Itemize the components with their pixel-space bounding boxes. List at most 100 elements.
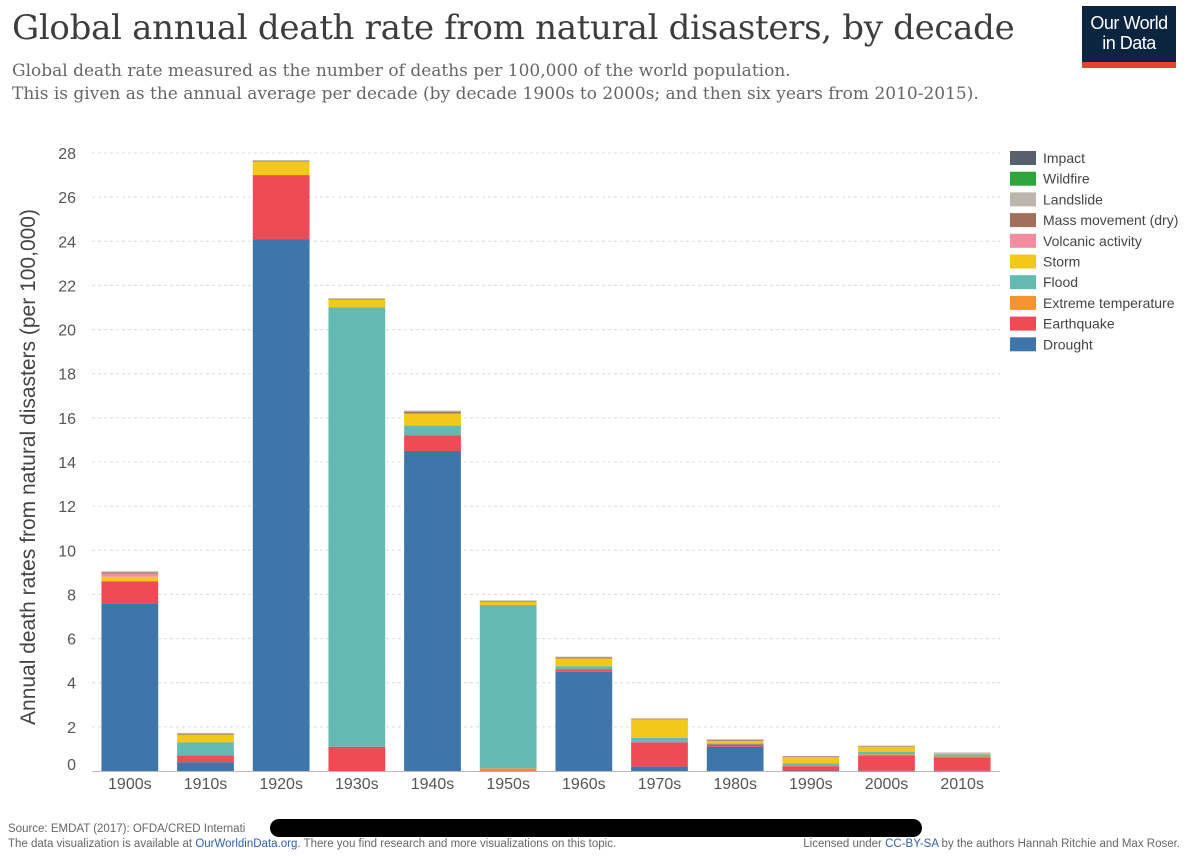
bar-1960s-landslide[interactable]	[555, 656, 613, 658]
bar-1990s-drought[interactable]	[782, 770, 840, 772]
bar-1930s-storm[interactable]	[328, 299, 386, 308]
bar-1910s-storm[interactable]	[177, 734, 234, 743]
bar-2010s-drought[interactable]	[933, 770, 991, 772]
footer-license: Licensed under CC-BY-SA by the authors H…	[803, 838, 1180, 850]
bar-1980s-mass-movement-dry[interactable]	[706, 739, 764, 741]
bar-1990s-extreme-temperature[interactable]	[782, 765, 840, 767]
bar-2000s-extreme-temperature[interactable]	[858, 754, 915, 756]
bar-1990s-landslide[interactable]	[782, 755, 840, 757]
bar-1990s-storm[interactable]	[782, 756, 840, 764]
redaction-bar	[270, 819, 922, 837]
bar-1950s-landslide[interactable]	[479, 600, 537, 602]
bar-1980s-storm[interactable]	[706, 741, 764, 744]
legend-label-volcanic-activity[interactable]: Volcanic activity	[1043, 233, 1142, 249]
legend-label-landslide[interactable]: Landslide	[1043, 191, 1103, 207]
bar-2000s-storm[interactable]	[858, 746, 915, 753]
legend-swatch-landslide	[1010, 192, 1036, 207]
bar-1950s-flood[interactable]	[479, 605, 537, 769]
bar-1960s-mass-movement-dry[interactable]	[555, 657, 613, 659]
bar-1960s-earthquake[interactable]	[555, 669, 613, 672]
logo-line-1: Our World	[1090, 13, 1168, 33]
bar-1900s-volcanic-activity[interactable]	[101, 573, 159, 577]
bar-1990s-flood[interactable]	[782, 763, 840, 766]
legend-label-flood[interactable]: Flood	[1043, 274, 1078, 290]
legend-label-storm[interactable]: Storm	[1043, 254, 1080, 270]
bar-1950s-earthquake[interactable]	[479, 770, 537, 772]
bar-1990s-mass-movement-dry[interactable]	[782, 756, 840, 758]
bar-1970s-flood[interactable]	[631, 737, 688, 743]
bar-1990s-earthquake[interactable]	[782, 766, 840, 771]
bar-1940s-earthquake[interactable]	[404, 435, 461, 451]
bar-1900s-mass-movement-dry[interactable]	[101, 572, 159, 574]
bar-2010s-storm[interactable]	[933, 752, 991, 755]
bar-2010s-extreme-temperature[interactable]	[933, 756, 991, 758]
bar-1960s-drought[interactable]	[555, 671, 613, 771]
legend-label-drought[interactable]: Drought	[1043, 336, 1093, 352]
bar-1920s-earthquake[interactable]	[252, 175, 310, 240]
bar-1910s-landslide[interactable]	[177, 732, 234, 734]
bar-1940s-landslide[interactable]	[404, 410, 461, 412]
y-tick-label: 20	[58, 323, 76, 340]
bar-1920s-storm[interactable]	[252, 161, 310, 176]
bar-1980s-volcanic-activity[interactable]	[706, 740, 764, 742]
bar-2010s-landslide[interactable]	[933, 752, 991, 754]
y-tick-label: 4	[67, 676, 76, 693]
legend-label-wildfire[interactable]: Wildfire	[1043, 171, 1090, 187]
bar-1980s-flood[interactable]	[706, 743, 764, 745]
bar-1970s-earthquake[interactable]	[631, 742, 688, 767]
bar-1920s-landslide[interactable]	[252, 160, 310, 162]
bar-1930s-mass-movement-dry[interactable]	[328, 299, 386, 300]
bar-1980s-landslide[interactable]	[706, 739, 764, 740]
legend-label-extreme-temperature[interactable]: Extreme temperature	[1043, 295, 1175, 311]
bar-1900s-earthquake[interactable]	[101, 581, 159, 604]
bar-1910s-earthquake[interactable]	[177, 755, 234, 763]
bar-1970s-storm[interactable]	[631, 719, 688, 738]
bar-1970s-drought[interactable]	[631, 766, 688, 771]
bar-1980s-earthquake[interactable]	[706, 744, 764, 747]
bar-2000s-earthquake[interactable]	[858, 755, 915, 771]
bar-1940s-mass-movement-dry[interactable]	[404, 411, 461, 414]
bar-1980s-drought[interactable]	[706, 746, 764, 771]
bar-1970s-landslide[interactable]	[631, 718, 688, 719]
bar-1960s-storm[interactable]	[555, 658, 613, 667]
bar-2000s-mass-movement-dry[interactable]	[858, 746, 915, 747]
footer-license-link[interactable]: CC-BY-SA	[885, 838, 939, 850]
bar-1950s-storm[interactable]	[479, 601, 537, 606]
bar-1940s-storm[interactable]	[404, 413, 461, 426]
bar-1950s-mass-movement-dry[interactable]	[479, 601, 537, 602]
bar-1940s-flood[interactable]	[404, 425, 461, 436]
bar-1920s-mass-movement-dry[interactable]	[252, 161, 310, 162]
bar-1920s-drought[interactable]	[252, 239, 310, 772]
our-world-in-data-logo[interactable]: Our World in Data	[1082, 6, 1176, 68]
footer-owid-link[interactable]: OurWorldinData.org	[195, 838, 298, 850]
legend-swatch-earthquake	[1010, 316, 1036, 331]
y-tick-label: 16	[58, 411, 76, 428]
bar-1970s-mass-movement-dry[interactable]	[631, 718, 688, 720]
bar-1960s-flood[interactable]	[555, 666, 613, 670]
bar-2000s-landslide[interactable]	[858, 745, 915, 747]
legend-label-earthquake[interactable]: Earthquake	[1043, 316, 1115, 332]
bar-1900s-storm[interactable]	[101, 576, 159, 582]
bar-1930s-landslide[interactable]	[328, 298, 386, 300]
y-tick-label: 8	[67, 587, 76, 604]
bar-2000s-flood[interactable]	[858, 752, 915, 755]
y-tick-label: 26	[58, 190, 76, 207]
bar-1910s-mass-movement-dry[interactable]	[177, 733, 234, 735]
bar-1950s-extreme-temperature[interactable]	[479, 768, 537, 771]
bar-1930s-flood[interactable]	[328, 307, 386, 747]
bar-1930s-earthquake[interactable]	[328, 746, 386, 771]
legend-label-mass-movement-dry[interactable]: Mass movement (dry)	[1043, 212, 1178, 228]
footer-license-prefix: Licensed under	[803, 838, 886, 850]
bar-2010s-earthquake[interactable]	[933, 757, 991, 771]
bar-1940s-drought[interactable]	[404, 450, 461, 771]
bar-1910s-flood[interactable]	[177, 742, 234, 756]
bar-2010s-flood[interactable]	[933, 754, 991, 757]
bar-2000s-drought[interactable]	[858, 770, 915, 772]
bar-1900s-drought[interactable]	[101, 603, 159, 771]
legend-label-impact[interactable]: Impact	[1043, 150, 1085, 166]
x-tick-label: 1970s	[638, 776, 682, 793]
bar-1900s-landslide[interactable]	[101, 571, 159, 573]
bar-1910s-drought[interactable]	[177, 762, 234, 771]
